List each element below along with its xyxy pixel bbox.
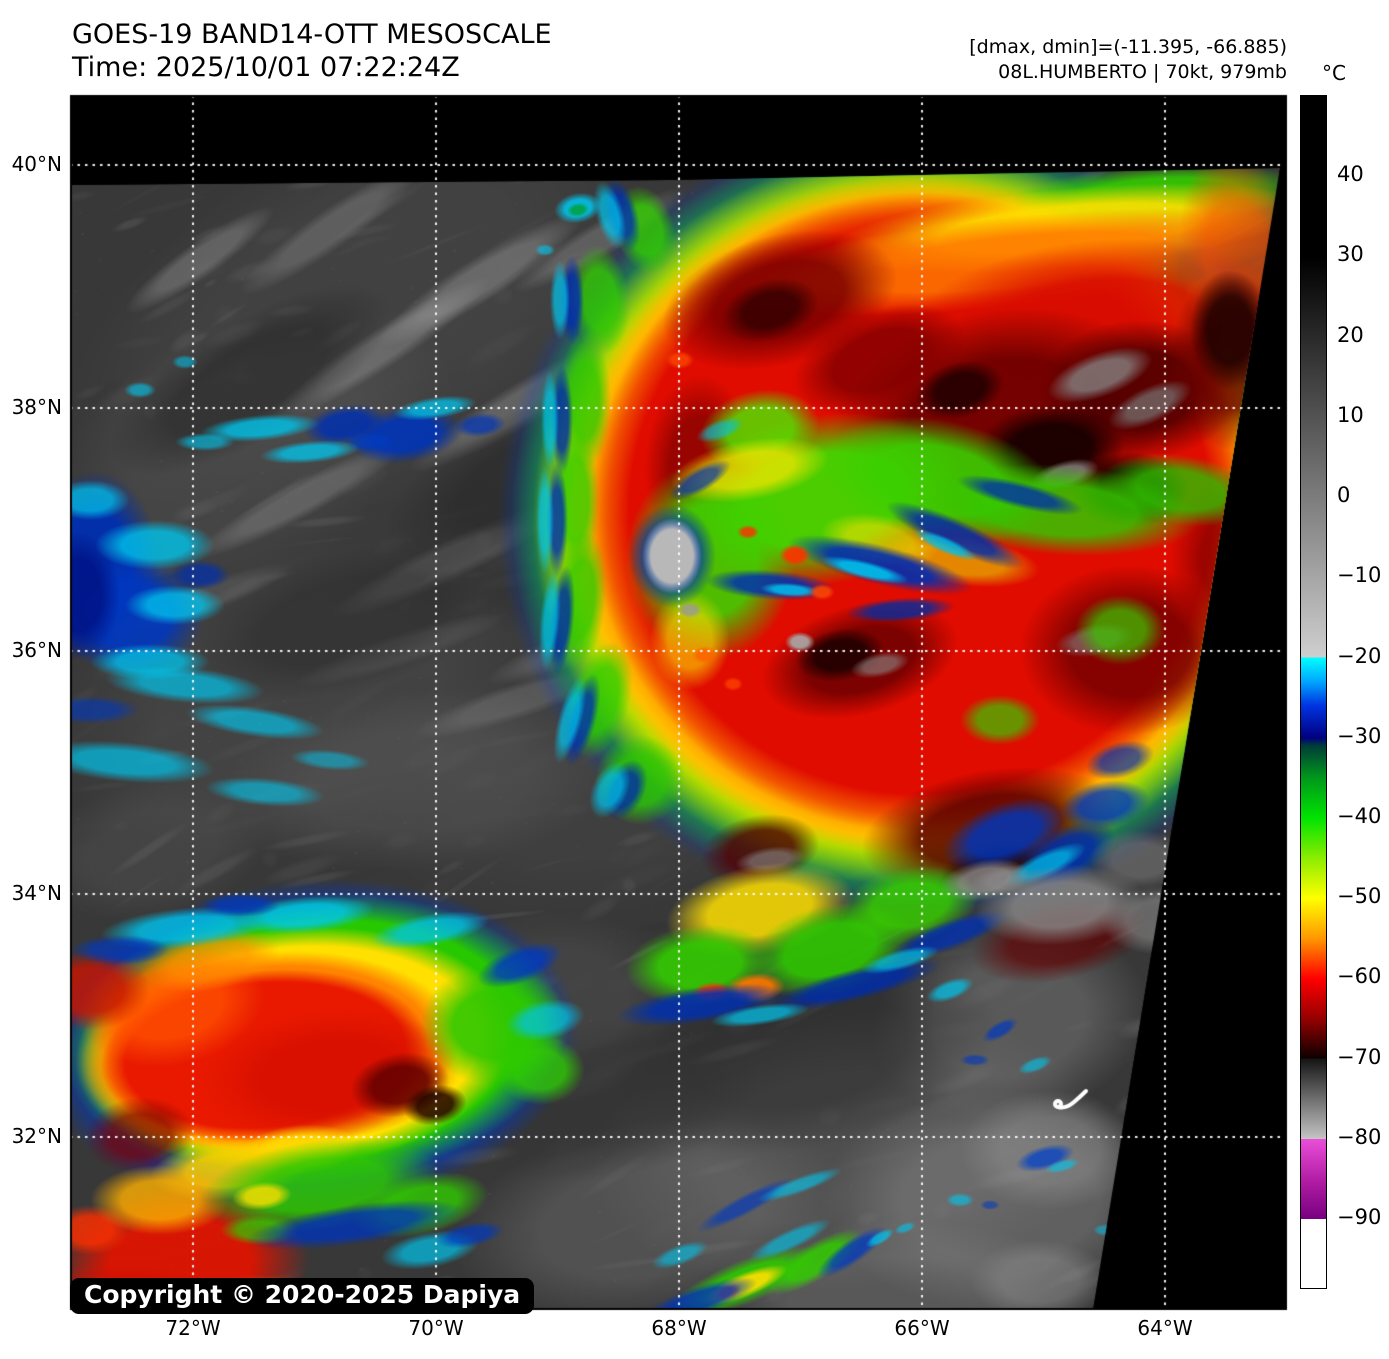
dmax-dmin-readout: [dmax, dmin]=(-11.395, -66.885) xyxy=(969,36,1287,58)
colorbar-tick-label: −40 xyxy=(1337,803,1382,828)
lat-tick-label: 36°N xyxy=(11,638,62,662)
page-title: GOES-19 BAND14-OTT MESOSCALE xyxy=(72,19,552,50)
lat-tick-label: 32°N xyxy=(11,1124,62,1148)
copyright-badge: Copyright © 2020-2025 Dapiya xyxy=(70,1278,535,1314)
lon-tick-label: 72°W xyxy=(165,1316,221,1340)
colorbar-tick-label: −10 xyxy=(1337,563,1382,588)
lat-tick-label: 40°N xyxy=(11,152,62,176)
colorbar-tick-label: −60 xyxy=(1337,964,1382,989)
lon-tick-label: 68°W xyxy=(651,1316,707,1340)
colorbar-gradient xyxy=(1300,95,1327,1289)
colorbar-tick-label: −90 xyxy=(1337,1205,1382,1229)
lat-tick-label: 38°N xyxy=(11,395,62,419)
colorbar-tick-label: −50 xyxy=(1337,884,1382,909)
colorbar-tick-label: −20 xyxy=(1337,643,1382,668)
colorbar-tick-label: 0 xyxy=(1337,483,1351,508)
colorbar-tick-label: 40 xyxy=(1337,162,1364,187)
lon-tick-label: 66°W xyxy=(894,1316,950,1340)
storm-readout: 08L.HUMBERTO | 70kt, 979mb xyxy=(998,61,1287,83)
colorbar-tick-label: 10 xyxy=(1337,402,1364,427)
colorbar-tick-label: 30 xyxy=(1337,242,1364,267)
colorbar-tick-label: −80 xyxy=(1337,1124,1382,1149)
colorbar-tick-label: −70 xyxy=(1337,1044,1382,1069)
readout-block: [dmax, dmin]=(-11.395, -66.885) 08L.HUMB… xyxy=(969,35,1287,85)
lat-tick-label: 34°N xyxy=(11,881,62,905)
lon-tick-label: 64°W xyxy=(1137,1316,1193,1340)
colorbar-tick-label: 20 xyxy=(1337,322,1364,347)
timestamp: Time: 2025/10/01 07:22:24Z xyxy=(72,52,460,83)
colorbar-tick-label: −30 xyxy=(1337,723,1382,748)
colorbar-unit-label: °C xyxy=(1322,61,1346,85)
lon-tick-label: 70°W xyxy=(408,1316,464,1340)
